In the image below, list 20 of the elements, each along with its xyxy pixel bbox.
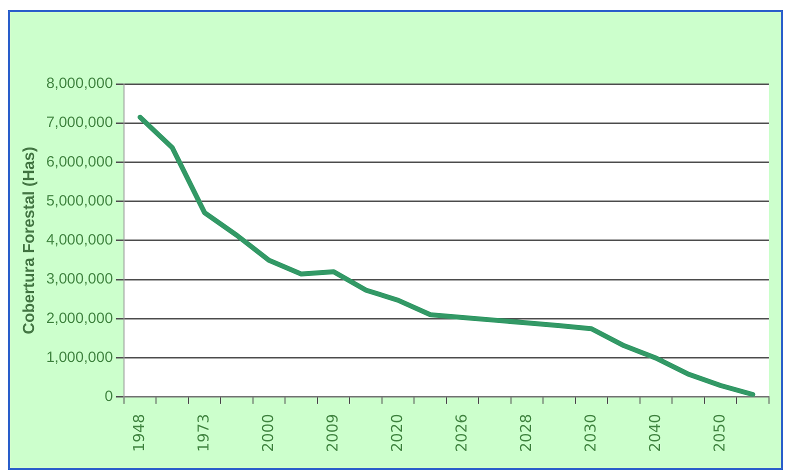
y-tick-label: 3,000,000 bbox=[46, 270, 113, 288]
x-tick-label: 2009 bbox=[323, 414, 342, 452]
x-tick-label: 2000 bbox=[258, 414, 277, 452]
y-tick-label: 2,000,000 bbox=[46, 310, 113, 327]
y-tick-label: 1,000,000 bbox=[46, 348, 113, 366]
y-tick-label: 0 bbox=[104, 388, 113, 405]
x-tick-label: 1973 bbox=[194, 414, 212, 452]
x-tick-label: 1948 bbox=[130, 414, 148, 452]
x-tick-label: 2026 bbox=[452, 414, 470, 452]
y-tick-label: 8,000,000 bbox=[46, 75, 113, 92]
x-tick-label: 2050 bbox=[710, 414, 728, 452]
y-tick-label: 4,000,000 bbox=[46, 232, 113, 249]
x-tick-label: 2040 bbox=[646, 414, 664, 452]
y-tick-label: 7,000,000 bbox=[46, 114, 113, 132]
y-axis-title: Cobertura Forestal (Has) bbox=[21, 146, 38, 334]
y-tick-label: 5,000,000 bbox=[46, 192, 113, 210]
x-tick-label: 2028 bbox=[516, 414, 535, 452]
x-tick-label: 2020 bbox=[388, 414, 406, 452]
y-tick-label: 6,000,000 bbox=[46, 153, 113, 170]
x-tick-label: 2030 bbox=[581, 414, 600, 452]
